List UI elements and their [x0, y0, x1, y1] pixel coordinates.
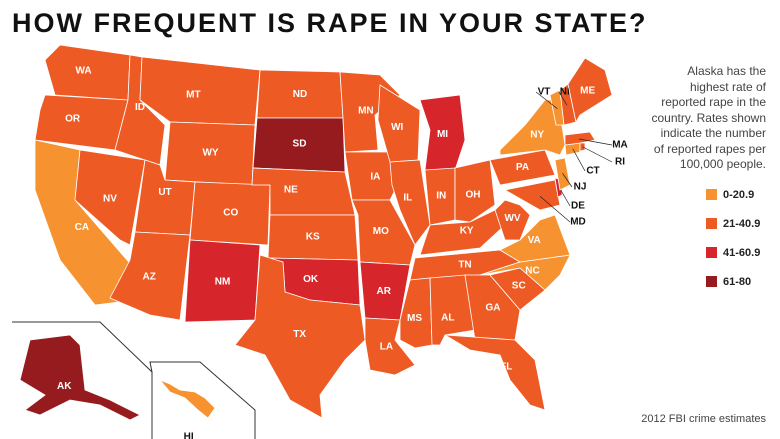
state-label: WV	[504, 213, 520, 224]
state-label: MT	[186, 89, 200, 100]
legend: 0-20.9 21-40.9 41-60.9 61-80	[706, 180, 760, 296]
state-label: MN	[358, 106, 374, 117]
state-label: NH	[560, 87, 574, 98]
state-label: ME	[580, 85, 595, 96]
leader-line	[558, 91, 568, 106]
legend-label: 21-40.9	[723, 217, 761, 230]
title: HOW FREQUENT IS RAPE IN YOUR STATE?	[12, 8, 648, 38]
leader-line	[558, 187, 571, 207]
state-label: CA	[75, 222, 89, 233]
legend-label: 41-60.9	[723, 246, 761, 259]
state-label: AR	[377, 286, 392, 297]
state	[159, 379, 216, 419]
state-label: MO	[373, 226, 389, 237]
state-label: PA	[516, 162, 529, 173]
state-label: MS	[407, 313, 422, 324]
legend-item: 61-80	[706, 267, 760, 296]
state-label: GA	[486, 303, 501, 314]
state	[74, 149, 146, 246]
state-label: NC	[525, 265, 539, 276]
state	[189, 181, 271, 246]
state	[34, 94, 129, 151]
state	[489, 149, 556, 186]
state-label: SD	[293, 139, 307, 150]
source: 2012 FBI crime estimates	[641, 413, 766, 425]
legend-swatch	[706, 189, 717, 200]
state-label: ID	[135, 102, 145, 113]
state-label: MI	[437, 129, 448, 140]
state	[503, 179, 561, 211]
legend-item: 41-60.9	[706, 238, 760, 267]
state	[464, 274, 521, 341]
legend-item: 21-40.9	[706, 209, 760, 238]
state-label: AL	[441, 313, 454, 324]
state	[494, 199, 531, 241]
inset-border	[149, 361, 256, 439]
state	[234, 254, 366, 419]
state-label: NJ	[574, 182, 587, 193]
state	[364, 317, 416, 376]
state-label: TN	[458, 260, 471, 271]
state-label: HI	[184, 432, 194, 439]
legend-swatch	[706, 276, 717, 287]
leader-line	[539, 195, 571, 223]
state-label: IN	[436, 190, 446, 201]
state-label: CT	[586, 166, 599, 177]
state	[567, 57, 613, 124]
leader-line	[572, 148, 586, 172]
leader-line	[535, 91, 558, 110]
note: Alaska has the highest rate of reported …	[651, 64, 767, 171]
state-label: MD	[570, 217, 586, 228]
state-label: MA	[612, 140, 628, 151]
state-label: KY	[460, 225, 474, 236]
state-label: IA	[370, 171, 380, 182]
legend-swatch	[706, 247, 717, 258]
state-label: ND	[293, 89, 307, 100]
state-label: VT	[538, 87, 551, 98]
state-label: RI	[615, 157, 625, 168]
state-label: VA	[528, 235, 541, 246]
leader-line	[582, 146, 613, 163]
state	[554, 157, 571, 191]
state-label: FL	[500, 362, 512, 373]
state-label: OR	[65, 114, 81, 125]
state-label: WA	[76, 66, 92, 77]
state-label: TX	[293, 329, 306, 340]
state-label: KS	[306, 232, 320, 243]
leader-line	[562, 173, 573, 188]
state-label: CO	[223, 208, 238, 219]
legend-label: 61-80	[723, 275, 752, 288]
inset-border	[12, 321, 153, 439]
state-label: UT	[158, 187, 171, 198]
state-label: OH	[466, 190, 481, 201]
state	[444, 334, 546, 411]
state-label: NE	[284, 185, 298, 196]
state-label: NM	[215, 276, 231, 287]
state-label: OK	[303, 274, 319, 285]
state-label: WI	[391, 122, 403, 133]
state-label: SC	[512, 280, 526, 291]
state-label: WY	[202, 148, 218, 159]
legend-item: 0-20.9	[706, 180, 760, 209]
state-label: AZ	[142, 271, 155, 282]
leader-line	[578, 138, 613, 146]
state-label: AK	[57, 381, 72, 392]
state-label: NV	[103, 194, 117, 205]
state-label: NY	[530, 130, 544, 141]
state-label: IL	[403, 192, 412, 203]
state	[109, 231, 191, 321]
legend-label: 0-20.9	[723, 188, 755, 201]
state	[389, 159, 431, 246]
state	[454, 159, 496, 223]
state-label: LA	[380, 341, 393, 352]
state	[19, 334, 141, 421]
legend-swatch	[706, 218, 717, 229]
state-label: DE	[571, 201, 585, 212]
state	[564, 131, 596, 146]
